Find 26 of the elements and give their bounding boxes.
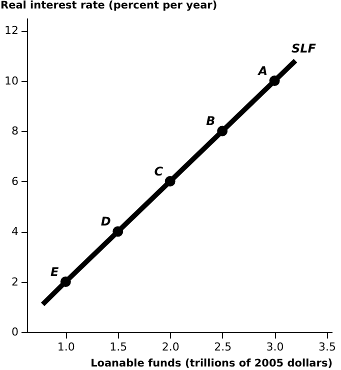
y-tick-label: 4 [12, 225, 18, 238]
point [60, 276, 71, 287]
point [269, 76, 280, 86]
y-tick-label: 6 [12, 174, 18, 188]
point [164, 176, 176, 187]
x-axis-title: Loanable funds (trillions of 2005 dollars) [90, 358, 332, 370]
annotation: A [257, 64, 268, 78]
y-tick-label: 8 [12, 124, 18, 138]
annotation: C [154, 164, 164, 178]
y-tick-label: 0 [12, 326, 18, 338]
y-tick-label: 12 [4, 24, 18, 38]
annotation: D [100, 214, 111, 229]
x-tick-label: 3.5 [318, 340, 336, 354]
x-tick-label: 2.5 [214, 340, 232, 354]
annotation: B [206, 114, 216, 128]
x-tick-label: 3.0 [266, 340, 284, 354]
x-tick-label: 2.0 [162, 340, 180, 354]
point [112, 226, 124, 237]
y-axis-title: Real interest rate (percent per year) [0, 0, 218, 12]
x-tick-label: 1.0 [57, 340, 75, 354]
point [217, 126, 228, 136]
x-tick-label: 1.5 [110, 340, 128, 354]
y-tick-label: 2 [12, 275, 18, 288]
series-label: SLF [291, 42, 317, 56]
annotation: E [50, 264, 60, 279]
y-tick-label: 10 [4, 74, 18, 88]
